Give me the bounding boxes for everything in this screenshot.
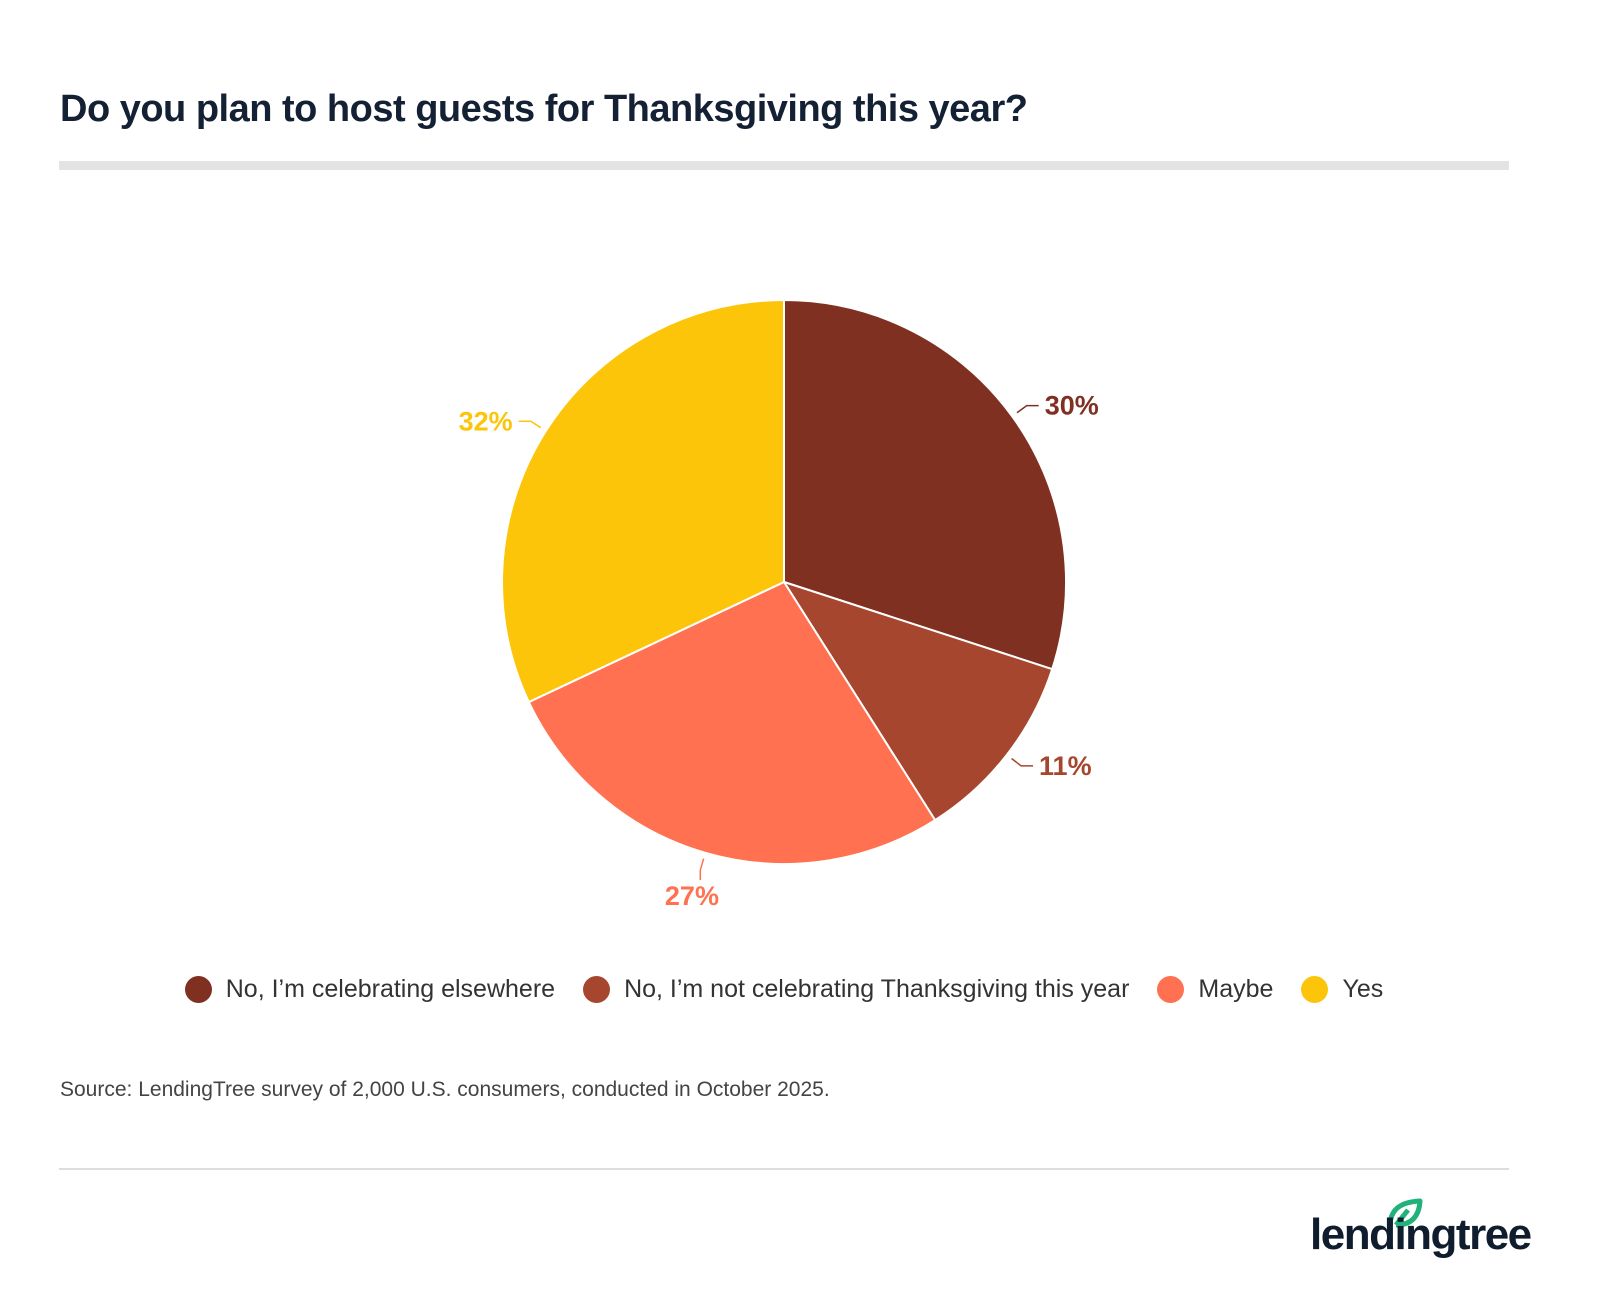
pie-slice — [501, 298, 785, 704]
legend-swatch — [1301, 976, 1329, 1003]
legend-item: No, I’m celebrating elsewhere — [184, 975, 556, 1004]
legend-item: Yes — [1301, 975, 1383, 1004]
data-label: 32% — [459, 406, 513, 436]
pie-slice — [527, 580, 937, 865]
lendingtree-logo: lendingtree — [1310, 1198, 1532, 1260]
pie-chart: 30% 11% 27% 32% — [459, 298, 1099, 911]
legend-item: Maybe — [1157, 975, 1273, 1004]
legend-label: No, I’m celebrating elsewhere — [225, 975, 556, 1003]
footer-divider — [59, 1168, 1509, 1170]
leader-line — [699, 858, 705, 881]
leaf-icon — [1387, 1198, 1423, 1228]
logo-text: lendingtree — [1310, 1210, 1532, 1259]
legend: No, I’m celebrating elsewhere No, I’m no… — [0, 975, 1568, 1004]
chart-title: Do you plan to host guests for Thanksgiv… — [60, 88, 1028, 130]
legend-label: Maybe — [1198, 975, 1274, 1003]
pie-slice — [781, 580, 1054, 822]
source-note: Source: LendingTree survey of 2,000 U.S.… — [60, 1078, 830, 1101]
data-label: 11% — [1039, 751, 1092, 781]
pie-slice — [783, 298, 1067, 671]
legend-label: No, I’m not celebrating Thanksgiving thi… — [624, 975, 1130, 1003]
title-divider — [59, 161, 1509, 170]
leader-line — [1016, 404, 1039, 414]
data-label: 30% — [1045, 391, 1099, 421]
legend-item: No, I’m not celebrating Thanksgiving thi… — [583, 975, 1129, 1004]
leader-line — [518, 420, 542, 429]
legend-swatch — [1157, 976, 1185, 1003]
legend-swatch — [583, 976, 611, 1003]
legend-label: Yes — [1342, 975, 1384, 1003]
data-label: 27% — [665, 881, 719, 911]
legend-swatch — [184, 976, 212, 1003]
leader-line — [1011, 757, 1034, 767]
